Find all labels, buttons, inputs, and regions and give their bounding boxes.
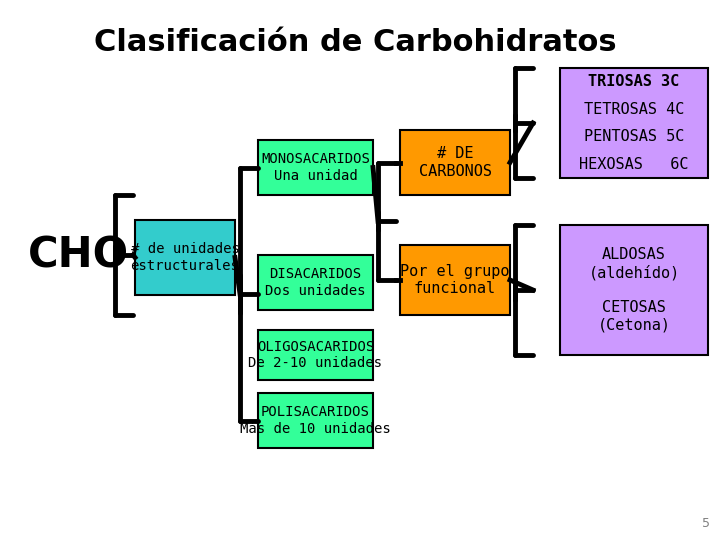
- Text: TRIOSAS 3C: TRIOSAS 3C: [588, 74, 680, 89]
- Text: Por el grupo
funcional: Por el grupo funcional: [400, 264, 510, 296]
- Text: HEXOSAS   6C: HEXOSAS 6C: [580, 157, 689, 172]
- Text: PENTOSAS 5C: PENTOSAS 5C: [584, 129, 684, 144]
- FancyBboxPatch shape: [258, 140, 373, 195]
- FancyBboxPatch shape: [135, 220, 235, 295]
- Text: 5: 5: [702, 517, 710, 530]
- Text: # de unidades
estructurales: # de unidades estructurales: [130, 242, 240, 273]
- FancyBboxPatch shape: [258, 330, 373, 380]
- FancyBboxPatch shape: [560, 68, 708, 178]
- Text: # DE
CARBONOS: # DE CARBONOS: [418, 146, 492, 179]
- Text: CHO: CHO: [28, 234, 129, 276]
- Text: POLISACARIDOS
Más de 10 unidades: POLISACARIDOS Más de 10 unidades: [240, 406, 391, 436]
- FancyBboxPatch shape: [400, 245, 510, 315]
- Text: Clasificación de Carbohidratos: Clasificación de Carbohidratos: [94, 28, 616, 57]
- Text: TETROSAS 4C: TETROSAS 4C: [584, 102, 684, 117]
- Text: OLIGOSACARIDOS
De 2-10 unidades: OLIGOSACARIDOS De 2-10 unidades: [248, 340, 382, 370]
- Text: DISACARIDOS
Dos unidades: DISACARIDOS Dos unidades: [265, 267, 366, 298]
- FancyBboxPatch shape: [400, 130, 510, 195]
- FancyBboxPatch shape: [258, 393, 373, 448]
- FancyBboxPatch shape: [560, 225, 708, 355]
- Text: ALDOSAS
(aldehído)

CETOSAS
(Cetona): ALDOSAS (aldehído) CETOSAS (Cetona): [588, 247, 680, 333]
- FancyBboxPatch shape: [258, 255, 373, 310]
- Text: MONOSACARIDOS
Una unidad: MONOSACARIDOS Una unidad: [261, 152, 370, 183]
